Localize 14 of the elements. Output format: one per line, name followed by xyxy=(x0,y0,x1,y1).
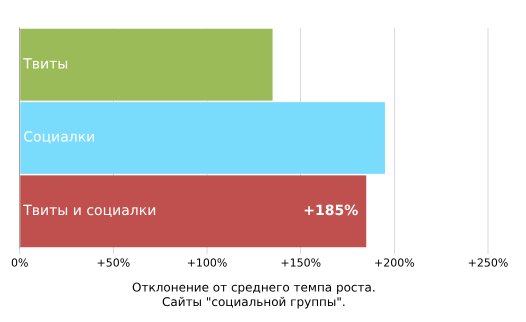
x-tick-label: +250% xyxy=(468,256,508,270)
y-tick-label: Твиты и социалки xyxy=(22,202,156,219)
bar xyxy=(20,175,366,248)
x-tick-label: 0% xyxy=(11,256,28,270)
bar xyxy=(20,102,385,174)
y-tick-label: Социалки xyxy=(23,130,96,146)
data-label: +185% xyxy=(303,202,358,219)
x-tick-label: +200% xyxy=(374,256,415,270)
bar xyxy=(20,28,273,101)
y-tick-label: Твиты xyxy=(22,56,68,72)
x-tick-label: +150% xyxy=(280,256,322,270)
x-tick-label: +50% xyxy=(96,256,130,270)
x-tick-label: +100% xyxy=(186,256,228,270)
x-axis-title: Отклонение от среднего темпа роста. Сайты "социальной группы". xyxy=(132,280,376,309)
